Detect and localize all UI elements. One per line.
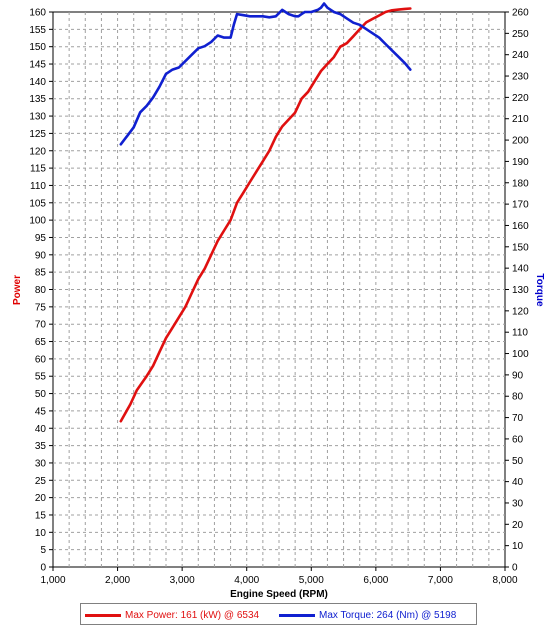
x-tick-label: 8,000 bbox=[492, 575, 517, 586]
right-tick-label: 150 bbox=[512, 242, 529, 253]
left-tick-label: 105 bbox=[29, 198, 46, 209]
right-tick-label: 0 bbox=[512, 563, 518, 574]
left-tick-label: 0 bbox=[40, 563, 46, 574]
right-tick-label: 210 bbox=[512, 114, 529, 125]
x-tick-label: 5,000 bbox=[299, 575, 324, 586]
left-tick-label: 140 bbox=[29, 77, 46, 88]
right-tick-label: 190 bbox=[512, 157, 529, 168]
left-tick-label: 15 bbox=[35, 510, 47, 521]
y-axis-label-power: Power bbox=[12, 275, 23, 305]
right-tick-label: 160 bbox=[512, 221, 529, 232]
series-layer bbox=[119, 2, 412, 423]
left-tick-label: 135 bbox=[29, 94, 46, 105]
x-tick-label: 4,000 bbox=[234, 575, 259, 586]
right-tick-label: 90 bbox=[512, 370, 524, 381]
right-tick-label: 250 bbox=[512, 29, 529, 40]
legend-label-power: Max Power: 161 (kW) @ 6534 bbox=[125, 609, 260, 621]
right-tick-label: 170 bbox=[512, 200, 529, 211]
x-axis-ticks: 1,000 2,000 3,000 4,000 5,000 6,000 7,000 8,000 bbox=[40, 567, 518, 586]
left-tick-label: 40 bbox=[35, 424, 47, 435]
right-tick-label: 100 bbox=[512, 349, 529, 360]
x-tick-label: 1,000 bbox=[40, 575, 65, 586]
torque-series-line bbox=[119, 2, 412, 146]
left-tick-label: 115 bbox=[30, 164, 46, 175]
right-tick-label: 180 bbox=[512, 178, 529, 189]
left-tick-label: 120 bbox=[29, 146, 46, 157]
left-axis-ticks: 0 5 10 15 20 25 30 35 40 45 50 55 60 65 70 75 80 85 90 95 10… bbox=[29, 8, 53, 574]
right-tick-label: 220 bbox=[512, 93, 529, 104]
left-tick-label: 100 bbox=[29, 216, 46, 227]
left-tick-label: 45 bbox=[35, 406, 47, 417]
legend-label-torque: Max Torque: 264 (Nm) @ 5198 bbox=[319, 609, 457, 621]
right-tick-label: 60 bbox=[512, 434, 524, 445]
x-tick-label: 6,000 bbox=[363, 575, 388, 586]
grid-layer bbox=[53, 12, 505, 567]
chart-legend: Max Power: 161 (kW) @ 6534 Max Torque: 2… bbox=[80, 603, 477, 625]
left-tick-label: 125 bbox=[29, 129, 46, 140]
right-tick-label: 130 bbox=[512, 285, 529, 296]
right-tick-label: 140 bbox=[512, 264, 529, 275]
left-tick-label: 35 bbox=[35, 441, 47, 452]
legend-swatch-torque bbox=[279, 613, 315, 617]
x-axis-label: Engine Speed (RPM) bbox=[230, 589, 328, 600]
chart-svg: 0 5 10 15 20 25 30 35 40 45 50 55 60 65 70 75 80 85 90 95 10… bbox=[12, 2, 545, 600]
right-tick-label: 230 bbox=[512, 72, 529, 83]
left-tick-label: 5 bbox=[40, 545, 46, 556]
left-tick-label: 60 bbox=[35, 354, 47, 365]
right-tick-label: 30 bbox=[512, 498, 524, 509]
right-tick-label: 20 bbox=[512, 520, 524, 531]
right-tick-label: 10 bbox=[512, 541, 524, 552]
left-tick-label: 55 bbox=[35, 372, 47, 383]
right-tick-label: 110 bbox=[512, 328, 528, 339]
left-tick-label: 90 bbox=[35, 250, 47, 261]
right-tick-label: 50 bbox=[512, 456, 524, 467]
left-tick-label: 130 bbox=[29, 112, 46, 123]
right-tick-label: 240 bbox=[512, 50, 529, 61]
left-tick-label: 70 bbox=[35, 320, 47, 331]
x-tick-label: 3,000 bbox=[170, 575, 195, 586]
right-tick-label: 70 bbox=[512, 413, 524, 424]
left-tick-label: 50 bbox=[35, 389, 47, 400]
y-axis-label-torque: Torque bbox=[534, 273, 545, 307]
left-tick-label: 110 bbox=[30, 181, 46, 192]
left-tick-label: 145 bbox=[29, 60, 46, 71]
right-axis-ticks: 0 10 20 30 40 50 60 70 80 90 100 110 120 130 140 150 160… bbox=[505, 8, 529, 574]
left-tick-label: 65 bbox=[35, 337, 47, 348]
right-tick-label: 260 bbox=[512, 8, 529, 19]
x-tick-label: 2,000 bbox=[105, 575, 130, 586]
power-series-line bbox=[119, 7, 412, 423]
right-tick-label: 120 bbox=[512, 306, 529, 317]
right-tick-label: 200 bbox=[512, 136, 529, 147]
right-tick-label: 40 bbox=[512, 477, 524, 488]
left-tick-label: 150 bbox=[29, 42, 46, 53]
legend-item-torque: Max Torque: 264 (Nm) @ 5198 bbox=[279, 607, 456, 623]
left-tick-label: 30 bbox=[35, 458, 47, 469]
legend-swatch-power bbox=[85, 613, 121, 617]
left-tick-label: 160 bbox=[29, 8, 46, 19]
left-tick-label: 80 bbox=[35, 285, 47, 296]
left-tick-label: 155 bbox=[29, 25, 46, 36]
left-tick-label: 10 bbox=[35, 528, 47, 539]
left-tick-label: 85 bbox=[35, 268, 47, 279]
left-tick-label: 20 bbox=[35, 493, 47, 504]
left-tick-label: 75 bbox=[35, 302, 47, 313]
left-tick-label: 95 bbox=[35, 233, 47, 244]
right-tick-label: 80 bbox=[512, 392, 524, 403]
left-tick-label: 25 bbox=[35, 476, 47, 487]
legend-item-power: Max Power: 161 (kW) @ 6534 bbox=[85, 607, 259, 623]
x-tick-label: 7,000 bbox=[428, 575, 453, 586]
